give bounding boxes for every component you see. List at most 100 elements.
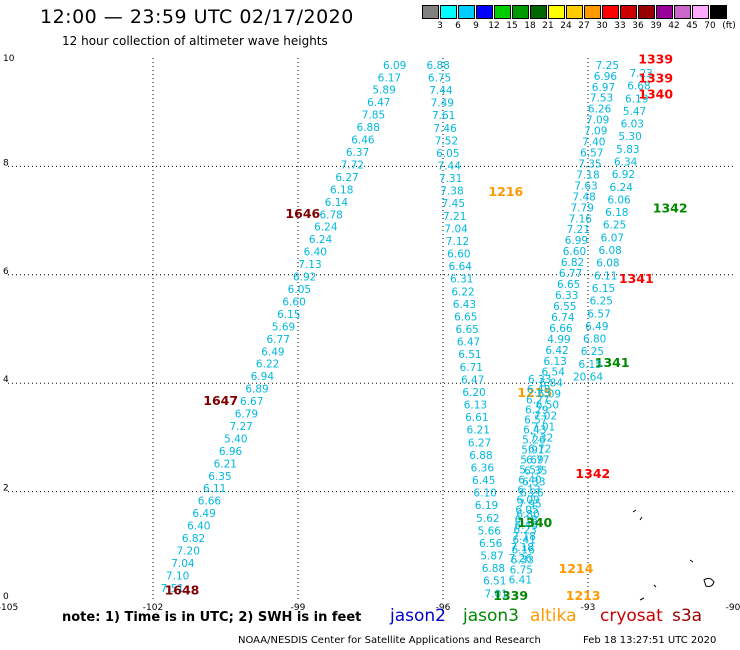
wave-height-reading: 6.35 bbox=[208, 471, 231, 483]
color-scale-label: 12 bbox=[488, 21, 500, 31]
color-swatch bbox=[476, 5, 493, 19]
wave-height-reading: 6.67 bbox=[240, 396, 263, 408]
wave-height-reading: 6.80 bbox=[583, 334, 606, 346]
wave-height-reading: 6.05 bbox=[436, 148, 459, 160]
y-tick-label: 6 bbox=[3, 267, 9, 277]
wave-height-reading: 6.25 bbox=[590, 296, 613, 308]
island-shape bbox=[703, 577, 715, 587]
wave-height-reading: 6.26 bbox=[520, 487, 544, 499]
coastline bbox=[632, 509, 715, 601]
wave-height-reading: 7.16 bbox=[569, 213, 593, 225]
color-swatch bbox=[674, 5, 691, 19]
wave-height-reading: 6.24 bbox=[610, 182, 634, 194]
wave-height-reading: 7.18 bbox=[513, 531, 536, 543]
color-scale-label: 15 bbox=[506, 21, 518, 31]
wave-height-reading: 6.47 bbox=[457, 337, 480, 349]
color-swatch bbox=[656, 5, 673, 19]
pass-time-label: 1342 bbox=[575, 466, 610, 481]
wave-height-reading: 7.02 bbox=[534, 411, 557, 423]
wave-height-reading: 6.09 bbox=[383, 60, 406, 72]
wave-height-reading: 6.51 bbox=[483, 576, 506, 588]
generated-timestamp: Feb 18 13:27:51 UTC 2020 bbox=[583, 635, 717, 646]
wave-height-reading: 6.64 bbox=[449, 261, 473, 273]
wave-height-reading: 6.92 bbox=[293, 272, 316, 284]
color-swatch bbox=[530, 5, 547, 19]
satellite-label-jason3: jason3 bbox=[463, 606, 519, 626]
pass-time-label: 1216 bbox=[488, 184, 523, 199]
pass-time-label: 1340 bbox=[517, 515, 552, 530]
pass-time-label: 1214 bbox=[559, 561, 594, 576]
wave-height-reading: 7.44 bbox=[429, 85, 453, 97]
wave-height-reading: 6.40 bbox=[187, 521, 210, 533]
wave-height-reading: 6.71 bbox=[460, 362, 483, 374]
wave-height-reading: 6.43 bbox=[453, 299, 476, 311]
wave-height-reading: 6.99 bbox=[565, 235, 588, 247]
pass-time-label: 1341 bbox=[595, 355, 630, 370]
wave-height-reading: 5.30 bbox=[618, 131, 641, 143]
wave-height-reading: 7.12 bbox=[446, 236, 469, 248]
color-scale-label: 9 bbox=[473, 21, 479, 31]
wave-height-reading: 6.22 bbox=[256, 359, 279, 371]
wave-height-reading: 7.18 bbox=[511, 542, 534, 554]
color-swatch bbox=[440, 5, 457, 19]
wave-height-reading: 6.60 bbox=[282, 296, 305, 308]
x-tick-label: -105 bbox=[0, 603, 18, 613]
wave-height-reading: 6.17 bbox=[378, 72, 401, 84]
wave-height-reading: 6.13 bbox=[543, 356, 566, 368]
wave-height-reading: 7.46 bbox=[433, 123, 457, 135]
color-scale-unit: (ft) bbox=[722, 21, 736, 31]
wave-height-reading: 6.35 bbox=[524, 465, 547, 477]
color-swatch bbox=[458, 5, 475, 19]
wave-height-reading: 7.10 bbox=[166, 570, 189, 582]
wave-height-reading: 7.95 bbox=[518, 498, 541, 510]
wave-height-reading: 6.66 bbox=[198, 496, 222, 508]
wave-height-reading: 6.03 bbox=[621, 119, 644, 131]
track-altika: 6.886.757.447.497.617.467.526.057.447.31… bbox=[426, 60, 600, 603]
wave-height-reading: 7.21 bbox=[567, 224, 590, 236]
wave-height-reading: 7.48 bbox=[572, 191, 595, 203]
color-scale-label: 3 bbox=[437, 21, 443, 31]
color-scale-label: 45 bbox=[686, 21, 698, 31]
wave-height-reading: 6.94 bbox=[251, 371, 275, 383]
wave-height-reading: 5.26 bbox=[522, 434, 546, 446]
wave-height-reading: 6.65 bbox=[455, 324, 478, 336]
color-scale-label: 33 bbox=[614, 21, 626, 31]
wave-height-reading: 6.88 bbox=[469, 450, 492, 462]
wave-height-reading: 6.09 bbox=[516, 495, 539, 507]
wave-height-reading: 7.13 bbox=[298, 259, 321, 271]
color-swatch bbox=[638, 5, 655, 19]
wave-height-reading: 6.57 bbox=[524, 414, 547, 426]
wave-height-reading: 6.20 bbox=[462, 387, 485, 399]
wave-height-reading: 5.66 bbox=[478, 525, 502, 537]
wave-height-reading: 6.22 bbox=[451, 286, 474, 298]
pass-time-label: 1339 bbox=[493, 588, 528, 603]
wave-height-reading: 6.66 bbox=[549, 323, 573, 335]
y-tick-label: 8 bbox=[3, 158, 9, 168]
wave-height-reading: 7.45 bbox=[442, 198, 465, 210]
wave-height-reading: 7.35 bbox=[578, 158, 601, 170]
wave-height-reading: 6.80 bbox=[516, 509, 539, 521]
wave-height-reading: 6.18 bbox=[330, 184, 353, 196]
wave-height-reading: 6.33 bbox=[555, 290, 578, 302]
wave-height-reading: 6.18 bbox=[605, 207, 628, 219]
wave-height-reading: 6.33 bbox=[511, 555, 534, 567]
wave-height-reading: 6.24 bbox=[314, 222, 338, 234]
track-cryosat: 7.236.686.195.476.035.305.836.346.926.24… bbox=[573, 51, 673, 481]
wave-height-reading: 7.18 bbox=[576, 169, 599, 181]
y-tick-label: 4 bbox=[3, 375, 9, 385]
wave-height-reading: 6.21 bbox=[214, 458, 237, 470]
color-swatch bbox=[548, 5, 565, 19]
wave-height-reading: 7.04 bbox=[171, 558, 195, 570]
wave-height-reading: 6.05 bbox=[515, 505, 538, 517]
wave-height-reading: 6.23 bbox=[513, 525, 536, 537]
wave-height-reading: 6.47 bbox=[461, 374, 484, 386]
wave-height-reading: 6.10 bbox=[473, 488, 496, 500]
pass-time-label: 1340 bbox=[638, 87, 673, 102]
wave-height-reading: 6.88 bbox=[482, 563, 505, 575]
wave-height-reading: 7.44 bbox=[438, 160, 462, 172]
wave-height-reading: 6.88 bbox=[426, 60, 449, 72]
wave-height-reading: 6.56 bbox=[479, 538, 503, 550]
wave-height-reading: 6.60 bbox=[447, 249, 470, 261]
color-scale-label: 6 bbox=[455, 21, 461, 31]
